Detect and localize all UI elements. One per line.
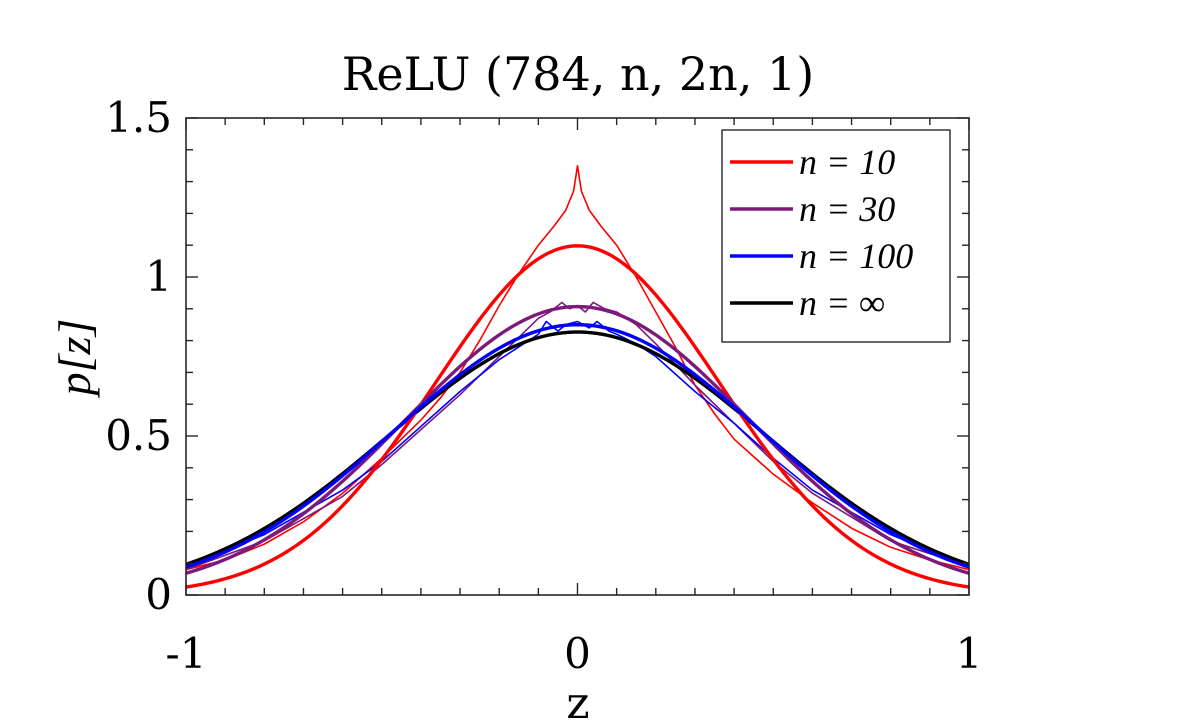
theory-line — [185, 304, 970, 575]
x-axis-label: z — [566, 678, 589, 727]
x-tick-label: 1 — [956, 629, 983, 678]
theory-line — [185, 244, 970, 589]
tick-labels: -1 0 1 0 0.5 1 1.5 — [105, 93, 982, 678]
empirical-line — [185, 320, 970, 568]
y-axis-label: p[z] — [49, 319, 100, 399]
legend-label: n = 100 — [799, 236, 913, 276]
legend-box — [721, 129, 951, 343]
legend: n = 10 n = 30 n = 100 n = ∞ — [721, 129, 951, 343]
y-tick-label: 1.5 — [105, 93, 172, 142]
x-tick-label: -1 — [166, 629, 207, 678]
y-tick-label: 1 — [145, 252, 172, 301]
legend-label: n = 10 — [799, 142, 895, 182]
y-tick-label: 0.5 — [105, 411, 172, 460]
chart-title: ReLU (784, n, 2n, 1) — [342, 47, 815, 101]
legend-label: n = 30 — [799, 189, 895, 229]
legend-entries: n = 10 n = 30 n = 100 n = ∞ — [730, 142, 913, 323]
legend-label: n = ∞ — [799, 283, 885, 323]
theory-line — [185, 330, 970, 566]
theory-line — [185, 323, 970, 569]
x-tick-label: 0 — [564, 629, 591, 678]
plot-frame — [185, 117, 970, 596]
y-tick-label: 0 — [145, 570, 172, 619]
series-layer — [185, 164, 970, 589]
empirical-line — [185, 164, 970, 571]
